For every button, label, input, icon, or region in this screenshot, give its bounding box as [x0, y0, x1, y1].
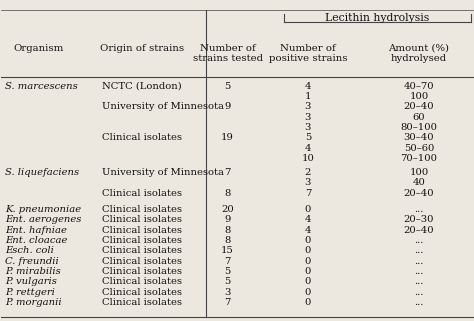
Text: 8: 8 — [224, 226, 231, 235]
Text: 4: 4 — [305, 226, 311, 235]
Text: 0: 0 — [305, 288, 311, 297]
Text: 9: 9 — [224, 102, 231, 111]
Text: 0: 0 — [305, 246, 311, 255]
Text: 20–40: 20–40 — [404, 189, 434, 198]
Text: 0: 0 — [305, 236, 311, 245]
Text: Clinical isolates: Clinical isolates — [102, 133, 182, 142]
Text: Amount (%)
hydrolysed: Amount (%) hydrolysed — [389, 44, 449, 63]
Text: 80–100: 80–100 — [401, 123, 438, 132]
Text: 2: 2 — [305, 168, 311, 177]
Text: 15: 15 — [221, 246, 234, 255]
Text: 0: 0 — [305, 205, 311, 214]
Text: 3: 3 — [305, 113, 311, 122]
Text: S. marcescens: S. marcescens — [5, 82, 78, 91]
Text: Clinical isolates: Clinical isolates — [102, 277, 182, 286]
Text: P. mirabilis: P. mirabilis — [5, 267, 61, 276]
Text: 20–40: 20–40 — [404, 226, 434, 235]
Text: Clinical isolates: Clinical isolates — [102, 246, 182, 255]
Text: 7: 7 — [224, 168, 231, 177]
Text: ...: ... — [414, 236, 424, 245]
Text: 0: 0 — [305, 267, 311, 276]
Text: 3: 3 — [305, 102, 311, 111]
Text: Esch. coli: Esch. coli — [5, 246, 55, 255]
Text: S. liquefaciens: S. liquefaciens — [5, 168, 80, 177]
Text: Lecithin hydrolysis: Lecithin hydrolysis — [326, 13, 430, 23]
Text: Number of
positive strains: Number of positive strains — [269, 44, 347, 63]
Text: 8: 8 — [224, 236, 231, 245]
Text: 100: 100 — [410, 92, 428, 101]
Text: Clinical isolates: Clinical isolates — [102, 288, 182, 297]
Text: 7: 7 — [224, 298, 231, 307]
Text: Ent. hafniae: Ent. hafniae — [5, 226, 67, 235]
Text: 0: 0 — [305, 298, 311, 307]
Text: 4: 4 — [305, 82, 311, 91]
Text: 50–60: 50–60 — [404, 143, 434, 152]
Text: Clinical isolates: Clinical isolates — [102, 205, 182, 214]
Text: 3: 3 — [305, 178, 311, 187]
Text: C. freundii: C. freundii — [5, 256, 59, 265]
Text: Clinical isolates: Clinical isolates — [102, 226, 182, 235]
Text: Ent. cloacae: Ent. cloacae — [5, 236, 68, 245]
Text: 7: 7 — [305, 189, 311, 198]
Text: Clinical isolates: Clinical isolates — [102, 189, 182, 198]
Text: ...: ... — [414, 267, 424, 276]
Text: 3: 3 — [224, 288, 231, 297]
Text: Clinical isolates: Clinical isolates — [102, 256, 182, 265]
Text: Origin of strains: Origin of strains — [100, 44, 184, 53]
Text: 5: 5 — [224, 267, 231, 276]
Text: 20–40: 20–40 — [404, 102, 434, 111]
Text: 0: 0 — [305, 256, 311, 265]
Text: 60: 60 — [413, 113, 425, 122]
Text: ...: ... — [414, 205, 424, 214]
Text: 70–100: 70–100 — [401, 154, 438, 163]
Text: 19: 19 — [221, 133, 234, 142]
Text: Organism: Organism — [13, 44, 64, 53]
Text: University of Minnesota: University of Minnesota — [102, 168, 224, 177]
Text: 30–40: 30–40 — [404, 133, 434, 142]
Text: University of Minnesota: University of Minnesota — [102, 102, 224, 111]
Text: 40–70: 40–70 — [404, 82, 434, 91]
Text: 20: 20 — [221, 205, 234, 214]
Text: 5: 5 — [224, 277, 231, 286]
Text: ...: ... — [414, 298, 424, 307]
Text: 4: 4 — [305, 215, 311, 224]
Text: ...: ... — [414, 246, 424, 255]
Text: ...: ... — [414, 256, 424, 265]
Text: K. pneumoniae: K. pneumoniae — [5, 205, 82, 214]
Text: P. rettgeri: P. rettgeri — [5, 288, 55, 297]
Text: 5: 5 — [224, 82, 231, 91]
Text: 8: 8 — [224, 189, 231, 198]
Text: ...: ... — [414, 288, 424, 297]
Text: 3: 3 — [305, 123, 311, 132]
Text: P. vulgaris: P. vulgaris — [5, 277, 57, 286]
Text: 100: 100 — [410, 168, 428, 177]
Text: Clinical isolates: Clinical isolates — [102, 215, 182, 224]
Text: 10: 10 — [301, 154, 314, 163]
Text: Number of
strains tested: Number of strains tested — [192, 44, 263, 63]
Text: P. morganii: P. morganii — [5, 298, 62, 307]
Text: Clinical isolates: Clinical isolates — [102, 267, 182, 276]
Text: ...: ... — [414, 277, 424, 286]
Text: 5: 5 — [305, 133, 311, 142]
Text: 20–30: 20–30 — [404, 215, 434, 224]
Text: 9: 9 — [224, 215, 231, 224]
Text: 40: 40 — [412, 178, 425, 187]
Text: 7: 7 — [224, 256, 231, 265]
Text: NCTC (London): NCTC (London) — [102, 82, 182, 91]
Text: 4: 4 — [305, 143, 311, 152]
Text: Clinical isolates: Clinical isolates — [102, 298, 182, 307]
Text: 0: 0 — [305, 277, 311, 286]
Text: Ent. aerogenes: Ent. aerogenes — [5, 215, 82, 224]
Text: Clinical isolates: Clinical isolates — [102, 236, 182, 245]
Text: 1: 1 — [305, 92, 311, 101]
